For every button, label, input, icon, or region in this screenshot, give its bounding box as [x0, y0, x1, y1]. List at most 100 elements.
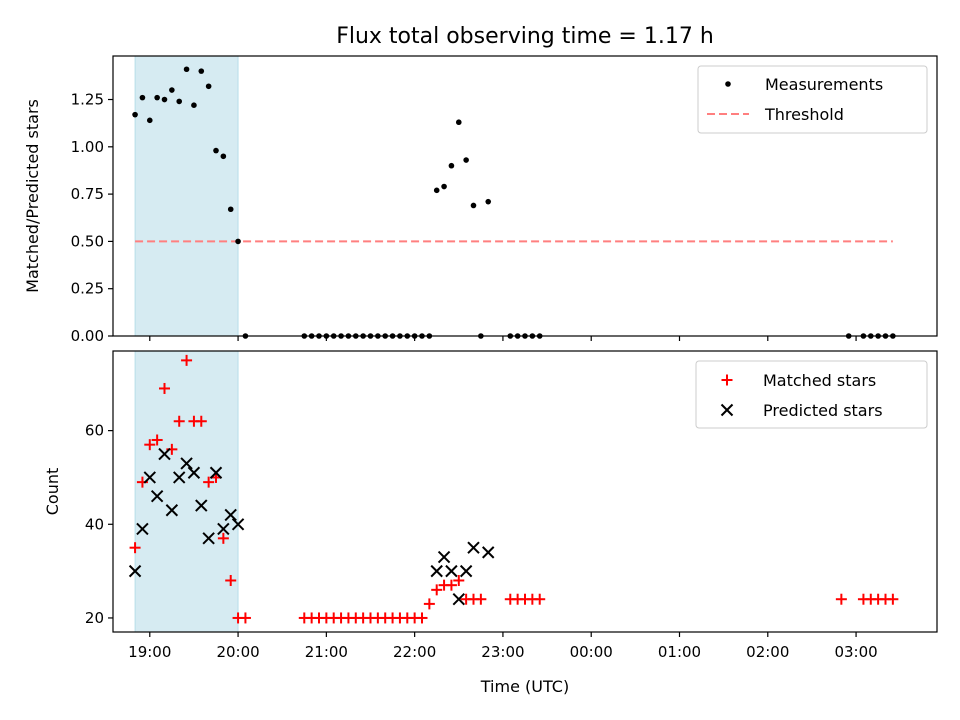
x-axis-label: Time (UTC): [480, 677, 569, 696]
matched-star-point: [239, 612, 251, 624]
bottom-panel: 20 40 60 19:00 20:00 21:00 22:00 23:00 00:00 01:…: [43, 350, 938, 696]
matched-star-point: [144, 439, 156, 451]
cross-b: [430, 564, 443, 578]
top-legend: Measurements Threshold: [697, 65, 928, 134]
measurement-point: [139, 94, 146, 101]
cross-b: [437, 550, 451, 564]
cross-b: [136, 522, 149, 536]
measurement-point: [220, 153, 227, 160]
predicted-star-point: [165, 504, 179, 517]
measurement-point: [176, 98, 183, 105]
predicted-star-point: [445, 564, 458, 578]
y-tick-label: 0.50: [71, 232, 104, 250]
legend-box: [697, 65, 928, 134]
predicted-star-point: [143, 471, 156, 484]
y-tick-label: 20: [85, 609, 104, 627]
cross-b: [180, 457, 193, 470]
cross-b: [445, 564, 458, 578]
highlight-span-rect: [134, 55, 239, 337]
cross-b: [720, 403, 734, 417]
matched-star-point: [445, 579, 457, 591]
legend-box: [695, 360, 928, 429]
matched-star-point: [534, 593, 546, 605]
measurement-point: [191, 102, 197, 108]
measurement-point: [433, 187, 440, 194]
cross-b: [217, 522, 230, 536]
measurement-point: [235, 238, 241, 245]
x-tick-label: 00:00: [570, 643, 613, 661]
bottom-axes-frame: [112, 350, 938, 633]
x-tick-label: 23:00: [481, 643, 524, 661]
matched-star-point: [159, 382, 170, 394]
cross-b: [467, 541, 480, 554]
y-tick-label: 60: [85, 422, 104, 440]
legend-measurements-marker: [725, 81, 731, 87]
matched-star-point: [835, 593, 847, 605]
cross-b: [173, 471, 186, 484]
cross-b: [195, 499, 208, 512]
predicted-star-point: [224, 508, 237, 522]
predicted-star-point: [217, 522, 230, 536]
predicted-star-point: [180, 457, 193, 470]
x-tick-label: 20:00: [216, 643, 259, 661]
predicted-star-point: [231, 518, 245, 531]
cross-b: [459, 564, 473, 578]
cross-b: [231, 518, 245, 531]
matched-star-point: [423, 598, 435, 610]
chart-title: Flux total observing time = 1.17 h: [336, 24, 714, 49]
bottom-legend: Matched stars Predicted stars: [695, 360, 928, 429]
matched-star-point: [181, 354, 193, 366]
predicted-star-point: [209, 466, 223, 479]
cross-b: [128, 564, 142, 578]
predicted-star-point: [430, 564, 443, 578]
measurement-point: [205, 83, 212, 90]
measurement-point: [455, 119, 462, 126]
predicted-stars-series: [128, 447, 495, 606]
predicted-star-point: [437, 550, 451, 564]
top-y-axis-label: Matched/Predicted stars: [23, 99, 42, 293]
matched-star-point: [475, 593, 487, 605]
predicted-star-point: [452, 593, 465, 606]
predicted-star-point: [195, 499, 208, 512]
bottom-x-ticks: 19:00 20:00 21:00 22:00 23:00 00:00 01:00 02:00…: [128, 632, 878, 661]
y-tick-label: 0.25: [71, 280, 104, 298]
measurement-point: [146, 117, 153, 124]
cross-b: [143, 471, 156, 484]
y-tick-label: 0.75: [71, 185, 104, 203]
predicted-star-point: [128, 564, 142, 578]
matched-star-point: [173, 415, 185, 427]
top-highlight-span: [134, 55, 239, 337]
predicted-star-point: [202, 532, 215, 545]
measurement-point: [470, 202, 477, 209]
measurement-point: [448, 162, 455, 169]
cross-b: [202, 532, 215, 545]
matched-star-point: [129, 542, 141, 554]
x-tick-label: 21:00: [305, 643, 348, 661]
measurement-point: [198, 68, 205, 74]
cross-b: [209, 466, 223, 479]
cross-b: [452, 593, 465, 606]
measurement-point: [132, 111, 138, 118]
predicted-star-point: [482, 546, 495, 559]
highlight-span-rect: [134, 350, 239, 633]
predicted-star-point: [467, 541, 480, 554]
matched-star-point: [225, 574, 237, 586]
top-y-ticks: 0.00 0.25 0.50 0.75 1.00 1.25: [71, 91, 113, 345]
legend-threshold-label: Threshold: [764, 105, 844, 124]
cross-b: [187, 466, 201, 479]
measurement-point: [213, 147, 219, 154]
bottom-y-axis-label: Count: [43, 468, 62, 516]
matched-star-point: [416, 612, 428, 624]
predicted-star-point: [459, 564, 473, 578]
legend-measurements-label: Measurements: [765, 75, 883, 94]
x-tick-label: 19:00: [128, 643, 171, 661]
measurement-point: [463, 157, 469, 163]
y-tick-label: 1.00: [71, 138, 104, 156]
y-tick-label: 0.00: [71, 327, 104, 345]
measurement-point: [154, 94, 160, 101]
measurement-point: [169, 87, 175, 93]
x-tick-label: 22:00: [393, 643, 436, 661]
matched-star-point: [151, 434, 163, 446]
matched-star-point: [887, 593, 899, 605]
x-tick-label: 01:00: [658, 643, 701, 661]
